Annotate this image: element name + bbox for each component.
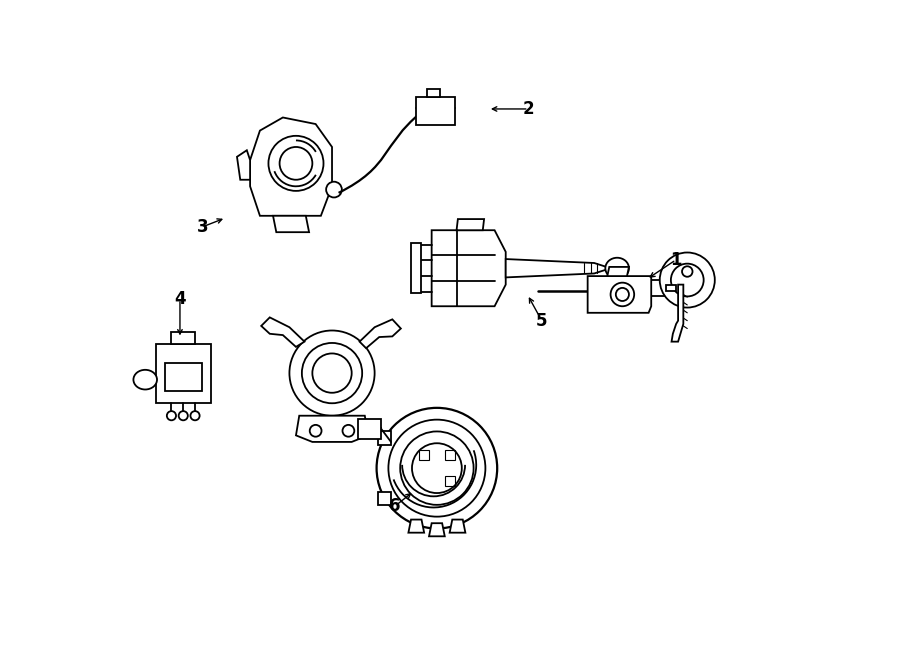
Polygon shape <box>416 97 455 126</box>
Circle shape <box>166 411 176 420</box>
Circle shape <box>302 343 362 403</box>
Polygon shape <box>410 243 420 293</box>
Polygon shape <box>237 150 250 180</box>
Polygon shape <box>273 215 309 232</box>
Polygon shape <box>432 230 506 306</box>
Text: 5: 5 <box>536 312 547 330</box>
Polygon shape <box>588 276 652 313</box>
Polygon shape <box>378 492 392 505</box>
Polygon shape <box>171 332 195 344</box>
Circle shape <box>682 266 692 277</box>
Polygon shape <box>156 344 211 403</box>
Text: 3: 3 <box>196 218 208 236</box>
Circle shape <box>660 253 715 307</box>
Polygon shape <box>409 520 424 533</box>
Polygon shape <box>428 89 440 97</box>
Polygon shape <box>671 285 683 342</box>
Polygon shape <box>456 219 484 230</box>
Polygon shape <box>359 319 400 348</box>
Polygon shape <box>250 118 332 215</box>
Polygon shape <box>652 280 676 295</box>
Circle shape <box>191 411 200 420</box>
Circle shape <box>290 330 374 416</box>
Polygon shape <box>261 317 304 347</box>
Text: 1: 1 <box>670 251 682 269</box>
Circle shape <box>326 182 342 198</box>
Circle shape <box>268 136 323 191</box>
Text: 2: 2 <box>523 100 535 118</box>
Polygon shape <box>429 524 445 536</box>
Ellipse shape <box>606 258 629 279</box>
Polygon shape <box>378 432 392 445</box>
Ellipse shape <box>133 369 157 389</box>
Text: 6: 6 <box>389 497 400 515</box>
Polygon shape <box>450 520 465 533</box>
Polygon shape <box>666 285 676 292</box>
Polygon shape <box>296 416 368 442</box>
Circle shape <box>376 408 497 528</box>
Polygon shape <box>358 419 382 439</box>
Polygon shape <box>506 259 610 278</box>
Circle shape <box>178 411 188 420</box>
Polygon shape <box>608 267 629 276</box>
Circle shape <box>610 283 634 306</box>
Text: 4: 4 <box>174 290 185 308</box>
